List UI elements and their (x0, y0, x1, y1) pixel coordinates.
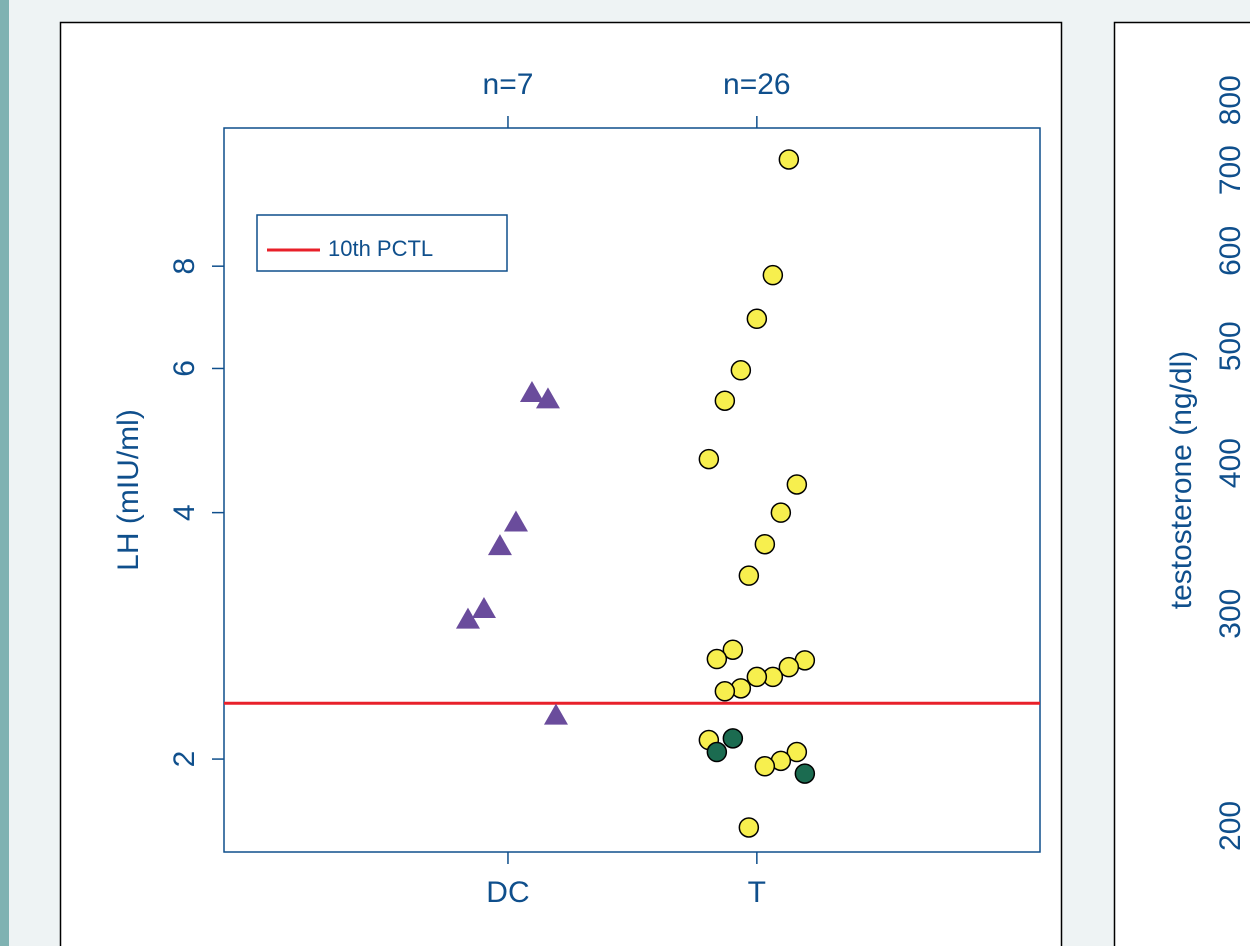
circle-point (738, 817, 760, 838)
triangle-point (487, 534, 512, 556)
circle-point (786, 741, 808, 763)
circle-point (698, 448, 720, 470)
plot-frame (223, 127, 1041, 853)
y-tick-label: 300 (1214, 589, 1247, 639)
top-label: n=26 (723, 68, 791, 101)
top-label: n=7 (483, 68, 534, 101)
circle-point (714, 390, 736, 411)
legend-box (256, 214, 508, 272)
circle-point (746, 308, 768, 330)
panel (59, 21, 1063, 946)
circle-point (794, 763, 816, 784)
circle-point (706, 741, 728, 763)
triangle-point (519, 380, 544, 402)
y-tick-label: 4 (168, 504, 201, 521)
x-tick-label: T (748, 876, 766, 909)
x-tick-label: DC (486, 876, 529, 909)
circle-point (722, 728, 744, 749)
y-tick-label: 2 (168, 751, 201, 768)
circle-point (730, 360, 752, 381)
y-tick-label: 500 (1214, 321, 1247, 371)
triangle-point (455, 607, 480, 629)
circle-point (714, 681, 736, 702)
triangle-point (543, 703, 568, 725)
circle-point (738, 565, 760, 586)
triangle-point (471, 597, 496, 619)
y-tick-label: 800 (1214, 75, 1247, 125)
triangle-point (503, 510, 528, 532)
y-tick-label: 6 (168, 360, 201, 377)
triangle-point (535, 387, 560, 409)
y-tick-label: 700 (1214, 145, 1247, 195)
side-strip (0, 0, 9, 946)
panel (1113, 21, 1250, 946)
y-tick-label: 8 (168, 258, 201, 275)
legend-label: 10th PCTL (328, 236, 433, 261)
circle-point (762, 264, 784, 286)
circle-point (778, 149, 800, 170)
circle-point (786, 474, 808, 495)
circle-point (746, 666, 768, 688)
y-axis-label: testosterone (ng/dl) (1165, 351, 1198, 609)
circle-point (706, 648, 728, 670)
y-tick-label: 400 (1214, 438, 1247, 488)
y-tick-label: 200 (1214, 801, 1247, 851)
circle-point (754, 756, 776, 777)
y-axis-label: LH (mIU/ml) (112, 409, 145, 571)
circle-point (770, 502, 792, 523)
circle-point (778, 656, 800, 678)
circle-point (722, 639, 744, 660)
y-tick-label: 600 (1214, 226, 1247, 276)
circle-point (754, 533, 776, 555)
